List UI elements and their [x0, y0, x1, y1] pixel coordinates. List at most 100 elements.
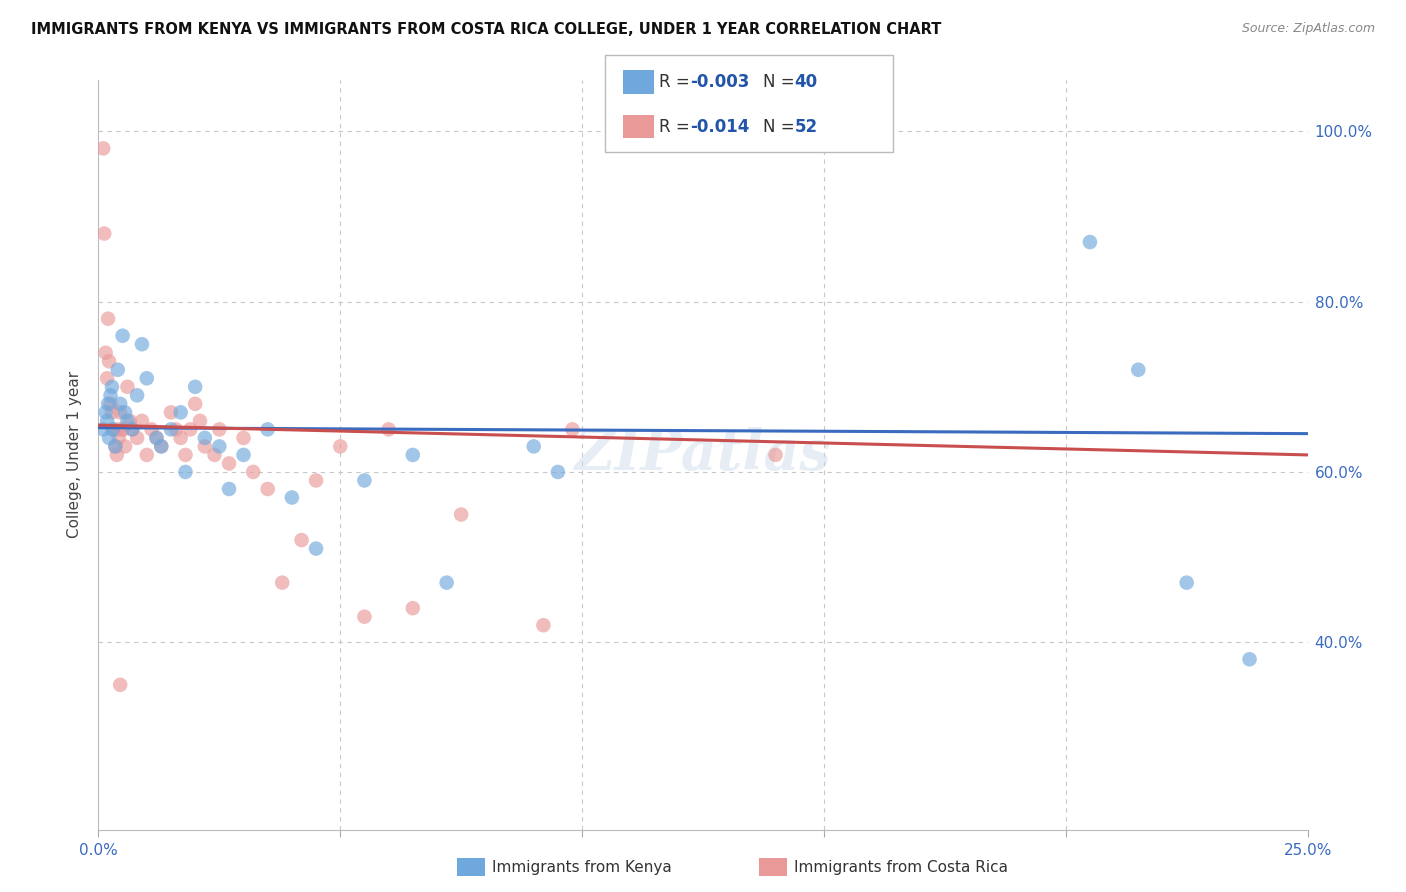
- Point: [108, 678, 131, 692]
- Point: [765, 448, 787, 462]
- Point: [104, 439, 127, 453]
- Point: [204, 448, 226, 462]
- Point: [104, 439, 127, 453]
- Point: [118, 414, 141, 428]
- Point: [105, 448, 128, 462]
- Point: [131, 337, 153, 351]
- Point: [1128, 363, 1150, 377]
- Point: [108, 405, 131, 419]
- Point: [91, 141, 114, 155]
- Point: [145, 431, 167, 445]
- Point: [91, 422, 114, 436]
- Point: [127, 431, 149, 445]
- Text: Immigrants from Kenya: Immigrants from Kenya: [492, 860, 672, 874]
- Point: [96, 414, 118, 428]
- Point: [561, 422, 583, 436]
- Point: [145, 431, 167, 445]
- Point: [121, 422, 143, 436]
- Y-axis label: College, Under 1 year: College, Under 1 year: [67, 371, 83, 539]
- Point: [101, 380, 124, 394]
- Point: [1239, 652, 1261, 666]
- Point: [141, 422, 163, 436]
- Point: [232, 431, 254, 445]
- Point: [188, 414, 211, 428]
- Point: [271, 575, 294, 590]
- Point: [305, 541, 328, 556]
- Point: [179, 422, 201, 436]
- Point: [174, 465, 197, 479]
- Point: [353, 609, 375, 624]
- Point: [98, 354, 121, 368]
- Point: [305, 474, 328, 488]
- Point: [100, 397, 122, 411]
- Point: [208, 422, 231, 436]
- Point: [98, 431, 121, 445]
- Point: [256, 482, 278, 496]
- Text: R =: R =: [659, 73, 696, 91]
- Point: [107, 363, 129, 377]
- Point: [450, 508, 472, 522]
- Point: [101, 422, 124, 436]
- Point: [184, 397, 207, 411]
- Point: [117, 414, 139, 428]
- Point: [281, 491, 304, 505]
- Point: [107, 431, 129, 445]
- Point: [127, 388, 149, 402]
- Text: N =: N =: [763, 118, 800, 136]
- Point: [531, 618, 554, 632]
- Point: [184, 380, 207, 394]
- Point: [174, 448, 197, 462]
- Text: ZIPatlas: ZIPatlas: [575, 427, 831, 483]
- Point: [111, 328, 134, 343]
- Point: [93, 227, 115, 241]
- Point: [256, 422, 278, 436]
- Point: [117, 380, 139, 394]
- Point: [114, 405, 136, 419]
- Point: [111, 422, 134, 436]
- Point: [436, 575, 458, 590]
- Point: [111, 422, 134, 436]
- Point: [160, 405, 183, 419]
- Point: [329, 439, 352, 453]
- Point: [218, 457, 240, 471]
- Point: [150, 439, 173, 453]
- Point: [353, 474, 375, 488]
- Point: [94, 345, 117, 359]
- Point: [101, 405, 124, 419]
- Point: [108, 397, 131, 411]
- Text: 52: 52: [794, 118, 817, 136]
- Text: Immigrants from Costa Rica: Immigrants from Costa Rica: [794, 860, 1008, 874]
- Point: [242, 465, 264, 479]
- Point: [208, 439, 231, 453]
- Text: 40: 40: [794, 73, 817, 91]
- Point: [1175, 575, 1198, 590]
- Point: [94, 405, 117, 419]
- Point: [97, 397, 120, 411]
- Point: [114, 439, 136, 453]
- Text: R =: R =: [659, 118, 696, 136]
- Point: [232, 448, 254, 462]
- Point: [131, 414, 153, 428]
- Point: [290, 533, 312, 547]
- Text: N =: N =: [763, 73, 800, 91]
- Point: [107, 422, 129, 436]
- Point: [547, 465, 569, 479]
- Point: [218, 482, 240, 496]
- Point: [100, 388, 122, 402]
- Point: [160, 422, 183, 436]
- Text: IMMIGRANTS FROM KENYA VS IMMIGRANTS FROM COSTA RICA COLLEGE, UNDER 1 YEAR CORREL: IMMIGRANTS FROM KENYA VS IMMIGRANTS FROM…: [31, 22, 941, 37]
- Point: [97, 311, 120, 326]
- Point: [165, 422, 187, 436]
- Point: [523, 439, 546, 453]
- Point: [121, 422, 143, 436]
- Point: [101, 422, 124, 436]
- Point: [1078, 235, 1101, 249]
- Point: [194, 439, 217, 453]
- Point: [194, 431, 217, 445]
- Text: Source: ZipAtlas.com: Source: ZipAtlas.com: [1241, 22, 1375, 36]
- Point: [377, 422, 399, 436]
- Point: [150, 439, 173, 453]
- Point: [169, 431, 191, 445]
- Point: [135, 448, 157, 462]
- Point: [169, 405, 191, 419]
